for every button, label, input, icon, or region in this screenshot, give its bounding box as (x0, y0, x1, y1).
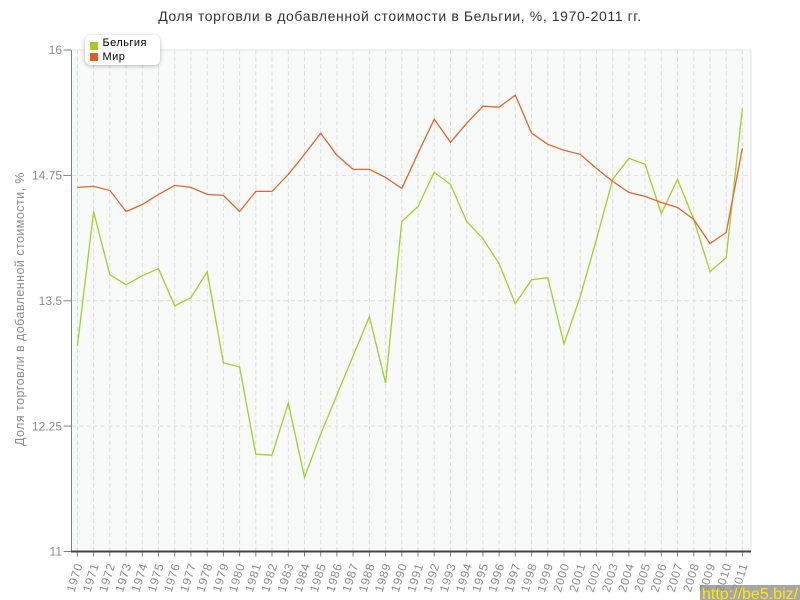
svg-text:16: 16 (49, 43, 63, 57)
svg-text:12.25: 12.25 (32, 419, 62, 433)
svg-text:14.75: 14.75 (32, 169, 62, 183)
svg-text:13.5: 13.5 (39, 294, 63, 308)
svg-text:11: 11 (50, 545, 63, 559)
